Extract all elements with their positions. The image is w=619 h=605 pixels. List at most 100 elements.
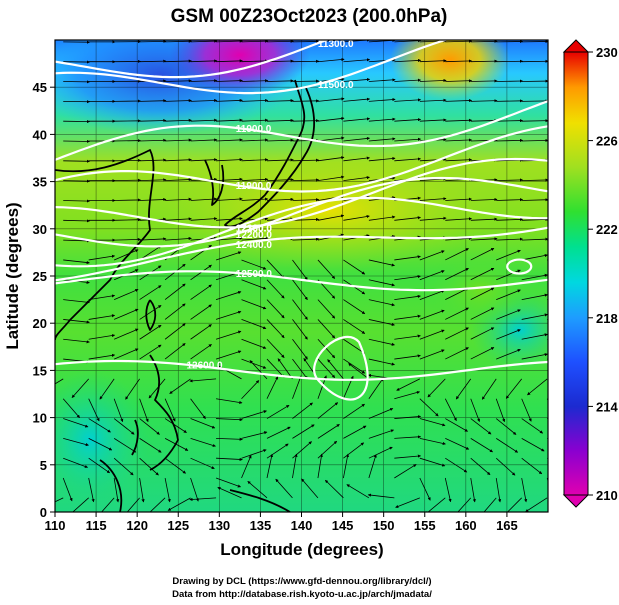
wind-arrow — [266, 40, 294, 43]
x-tick-label: 115 — [86, 518, 107, 533]
wind-arrow — [266, 138, 294, 142]
wind-arrow — [327, 359, 344, 380]
wind-arrow — [444, 477, 452, 503]
wind-arrow — [343, 299, 366, 315]
wind-arrow — [368, 377, 384, 399]
wind-arrow — [394, 454, 422, 459]
y-tick-label: 10 — [33, 411, 47, 426]
wind-arrow — [148, 378, 166, 399]
coast-korea — [204, 159, 225, 206]
wind-arrow — [394, 354, 421, 360]
wind-arrow — [470, 307, 495, 320]
wind-arrow — [63, 418, 89, 428]
wind-arrow — [241, 98, 269, 103]
wind-arrow — [343, 214, 370, 221]
wind-arrow — [88, 353, 116, 360]
contour-closed — [506, 258, 533, 275]
wind-arrow — [215, 398, 243, 405]
wind-arrow — [348, 363, 370, 380]
coast-japan — [224, 79, 315, 228]
wind-arrow — [521, 333, 548, 340]
wind-arrow — [114, 218, 141, 222]
wind-arrow — [266, 118, 294, 123]
wind-arrow — [63, 179, 91, 183]
wind-arrow — [368, 78, 396, 82]
wind-arrow — [55, 378, 64, 385]
wind-arrow — [343, 156, 371, 162]
wind-arrow — [394, 216, 421, 221]
contour-line — [55, 196, 548, 268]
contour-loop — [313, 335, 369, 401]
wind-arrow — [190, 217, 218, 221]
wind-arrow — [216, 177, 243, 182]
wind-arrow — [63, 219, 91, 223]
wind-vectors — [55, 40, 548, 512]
contour-line — [55, 40, 449, 95]
wind-arrow — [343, 97, 371, 102]
wind-arrow — [216, 59, 243, 63]
wind-arrow — [215, 251, 242, 261]
wind-arrow — [470, 237, 498, 241]
wind-arrow — [427, 378, 446, 398]
wind-arrow — [164, 323, 186, 340]
wind-arrow — [521, 119, 548, 123]
credit-data: Data from http://database.rish.kyoto-u.a… — [172, 589, 432, 600]
wind-arrow — [324, 479, 344, 499]
wind-arrow — [266, 299, 285, 319]
x-tick-label: 155 — [414, 518, 436, 533]
wind-arrow — [481, 378, 497, 400]
wind-arrow — [496, 119, 524, 123]
wind-arrow — [292, 299, 308, 320]
wind-arrow — [88, 457, 111, 474]
coast-philippines — [131, 354, 179, 471]
wind-arrow — [317, 319, 336, 339]
wind-arrow — [292, 319, 308, 340]
wind-arrow — [88, 333, 116, 340]
wind-arrow — [164, 418, 187, 433]
wind-arrow — [63, 319, 90, 324]
wind-arrow — [470, 327, 495, 340]
wind-arrow — [215, 310, 242, 320]
wind-arrow — [114, 328, 139, 340]
wind-arrow — [496, 178, 524, 182]
y-tick-label: 15 — [33, 363, 47, 378]
wind-arrow — [71, 378, 89, 399]
wind-arrow — [495, 418, 517, 435]
wind-arrow — [394, 58, 422, 63]
wind-arrow — [216, 197, 243, 201]
x-tick-label: 145 — [332, 518, 354, 533]
colorbar-tick-label: 226 — [596, 134, 618, 149]
wind-arrow — [63, 437, 89, 447]
contour-line — [55, 270, 548, 292]
wind-arrow — [247, 480, 268, 499]
wind-arrow — [63, 199, 91, 203]
wind-arrow — [470, 347, 495, 360]
coast-new-guinea — [229, 489, 291, 512]
wind-arrow — [496, 269, 521, 281]
wind-arrow — [317, 259, 336, 279]
wind-arrow — [445, 236, 473, 241]
x-tick-label: 135 — [250, 518, 272, 533]
wind-arrow — [139, 138, 167, 142]
wind-arrow — [394, 137, 422, 142]
wind-arrow — [266, 443, 289, 459]
wind-arrow — [62, 477, 73, 502]
wind-arrow — [445, 217, 473, 221]
y-tick-label: 25 — [33, 269, 47, 284]
wind-arrow — [139, 418, 160, 435]
wind-arrow — [292, 279, 308, 301]
contour-label: 11500.0 — [318, 80, 354, 91]
coast-taiwan — [145, 299, 157, 331]
wind-arrow — [521, 253, 548, 261]
wind-arrow — [496, 289, 521, 300]
wind-arrow — [241, 40, 269, 43]
wind-arrow — [292, 402, 313, 419]
wind-arrow — [241, 138, 269, 142]
wind-arrow — [241, 319, 267, 330]
wind-arrow — [216, 236, 243, 241]
wind-arrow — [445, 248, 469, 261]
wind-arrow — [266, 158, 294, 162]
wind-arrow — [301, 478, 319, 499]
contour-line — [55, 125, 548, 193]
